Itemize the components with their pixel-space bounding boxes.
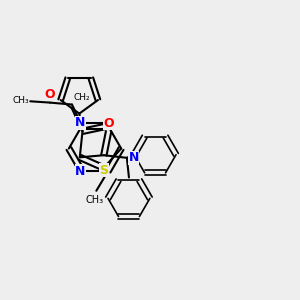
Text: N: N — [75, 165, 85, 178]
Text: N: N — [129, 151, 139, 164]
Text: CH₃: CH₃ — [12, 96, 29, 105]
Text: N: N — [75, 116, 86, 129]
Text: O: O — [44, 88, 55, 101]
Text: O: O — [103, 117, 114, 130]
Text: CH₃: CH₃ — [86, 195, 104, 205]
Text: CH₂: CH₂ — [73, 93, 90, 102]
Text: S: S — [99, 164, 108, 177]
